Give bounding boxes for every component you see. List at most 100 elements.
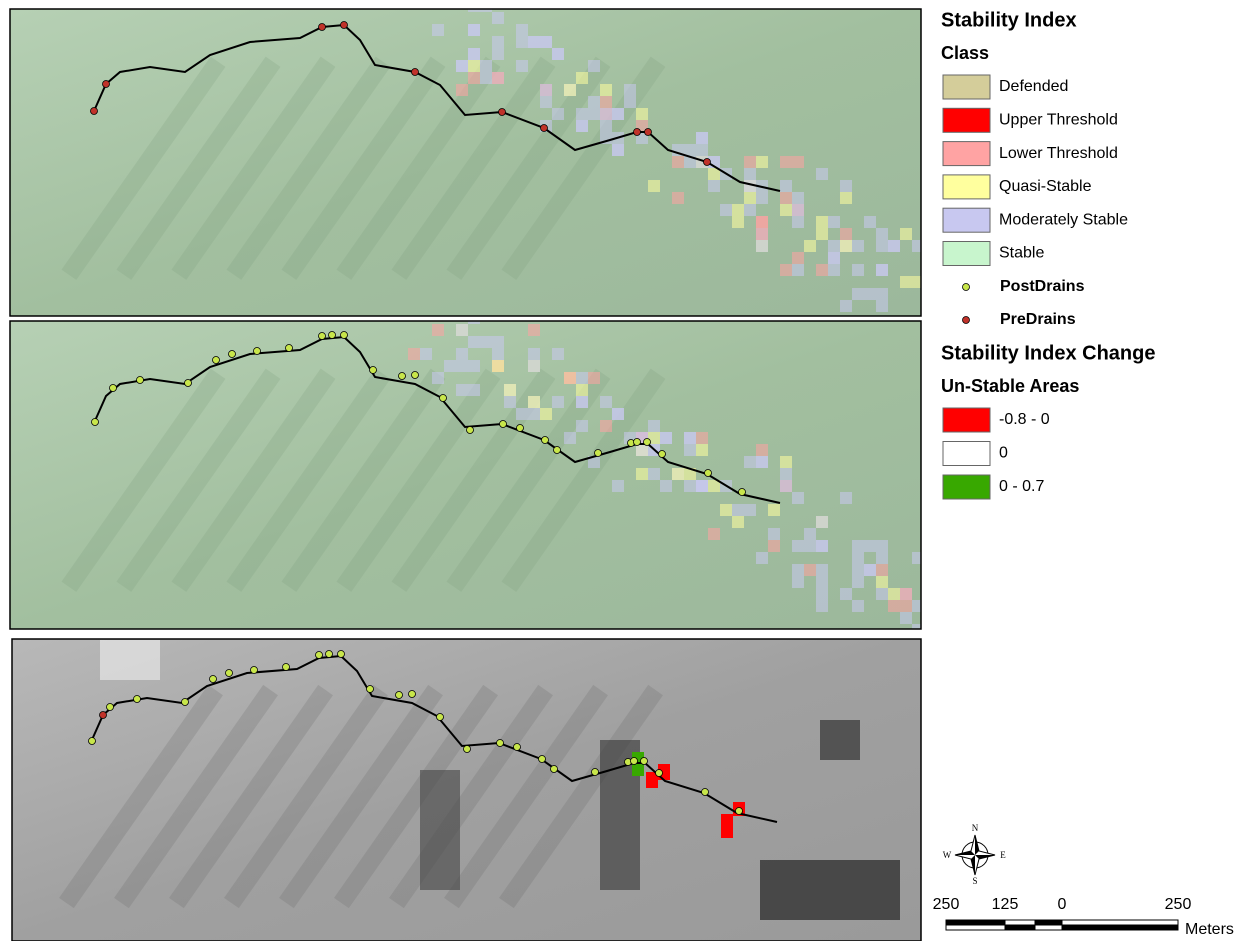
raster-cell	[552, 348, 564, 360]
scale-label: 125	[992, 896, 1019, 913]
post-drain	[251, 667, 258, 674]
north-arrow: NSEW	[943, 823, 1007, 886]
legend-swatch	[943, 408, 990, 432]
raster-cell	[588, 60, 600, 72]
compass-label: N	[972, 823, 979, 833]
post-drain	[659, 451, 666, 458]
post-drain	[702, 789, 709, 796]
raster-cell	[768, 540, 780, 552]
raster-cell	[564, 432, 576, 444]
raster-cell	[576, 384, 588, 396]
legend-swatch	[943, 475, 990, 499]
raster-cell	[792, 216, 804, 228]
raster-cell	[756, 192, 768, 204]
raster-cell	[888, 240, 900, 252]
legend-title: Stability Index Change	[941, 342, 1155, 364]
compass-label: S	[972, 876, 977, 886]
raster-cell	[756, 444, 768, 456]
raster-cell	[600, 396, 612, 408]
raster-cell	[792, 192, 804, 204]
raster-cell	[456, 360, 468, 372]
raster-cell	[588, 372, 600, 384]
pre-drain	[634, 129, 641, 136]
post-drain	[341, 332, 348, 339]
raster-cell	[612, 108, 624, 120]
raster-cell	[648, 468, 660, 480]
scale-segment	[946, 920, 1005, 925]
raster-cell	[948, 288, 960, 300]
raster-cell	[732, 504, 744, 516]
raster-cell	[864, 216, 876, 228]
raster-cell	[756, 456, 768, 468]
raster-cell	[840, 588, 852, 600]
post-drain	[497, 740, 504, 747]
raster-cell	[852, 564, 864, 576]
post-drain	[437, 714, 444, 721]
raster-cell	[636, 108, 648, 120]
scale-segment	[946, 925, 1005, 930]
raster-cell	[612, 408, 624, 420]
raster-cell	[684, 144, 696, 156]
map-panel	[10, 288, 936, 636]
raster-cell	[516, 24, 528, 36]
raster-cell	[816, 228, 828, 240]
raster-cell	[876, 552, 888, 564]
raster-cell	[516, 60, 528, 72]
raster-cell	[744, 168, 756, 180]
raster-cell	[840, 300, 852, 312]
raster-cell	[600, 96, 612, 108]
post-drain	[595, 450, 602, 457]
raster-cell	[456, 84, 468, 96]
raster-cell	[912, 240, 924, 252]
raster-cell	[672, 192, 684, 204]
raster-cell	[840, 192, 852, 204]
map-figure: Stability IndexClassDefendedUpper Thresh…	[0, 0, 1243, 941]
scale-segment	[1035, 925, 1062, 930]
raster-cell	[492, 336, 504, 348]
raster-cell	[804, 564, 816, 576]
raster-cell	[624, 96, 636, 108]
post-drain	[367, 686, 374, 693]
raster-cell	[468, 384, 480, 396]
pre-drain	[91, 108, 98, 115]
raster-cell	[924, 600, 936, 612]
raster-cell	[648, 420, 660, 432]
post-drain	[396, 692, 403, 699]
pre-drain	[541, 125, 548, 132]
raster-cell	[816, 600, 828, 612]
raster-cell	[720, 504, 732, 516]
raster-cell	[804, 240, 816, 252]
raster-cell	[744, 504, 756, 516]
post-drain	[551, 766, 558, 773]
raster-cell	[528, 36, 540, 48]
raster-cell	[492, 48, 504, 60]
raster-cell	[576, 396, 588, 408]
raster-cell	[528, 324, 540, 336]
legend-point	[963, 317, 970, 324]
post-drain	[338, 651, 345, 658]
raster-cell	[792, 492, 804, 504]
raster-cell	[696, 432, 708, 444]
raster-cell	[816, 168, 828, 180]
legend-swatch	[943, 75, 990, 99]
raster-cell	[732, 516, 744, 528]
legend-label: Defended	[999, 78, 1068, 95]
scale-label: 250	[1165, 896, 1192, 913]
legend-swatch	[943, 442, 990, 466]
scale-segment	[1062, 925, 1178, 930]
raster-cell	[504, 384, 516, 396]
post-drain	[134, 696, 141, 703]
raster-cell	[480, 0, 492, 12]
raster-cell	[420, 348, 432, 360]
raster-cell	[468, 336, 480, 348]
pre-drain	[319, 24, 326, 31]
pre-drain	[645, 129, 652, 136]
raster-cell	[780, 468, 792, 480]
raster-cell	[756, 156, 768, 168]
raster-cell	[660, 432, 672, 444]
raster-cell	[792, 156, 804, 168]
raster-cell	[816, 216, 828, 228]
raster-cell	[876, 576, 888, 588]
raster-cell	[468, 360, 480, 372]
